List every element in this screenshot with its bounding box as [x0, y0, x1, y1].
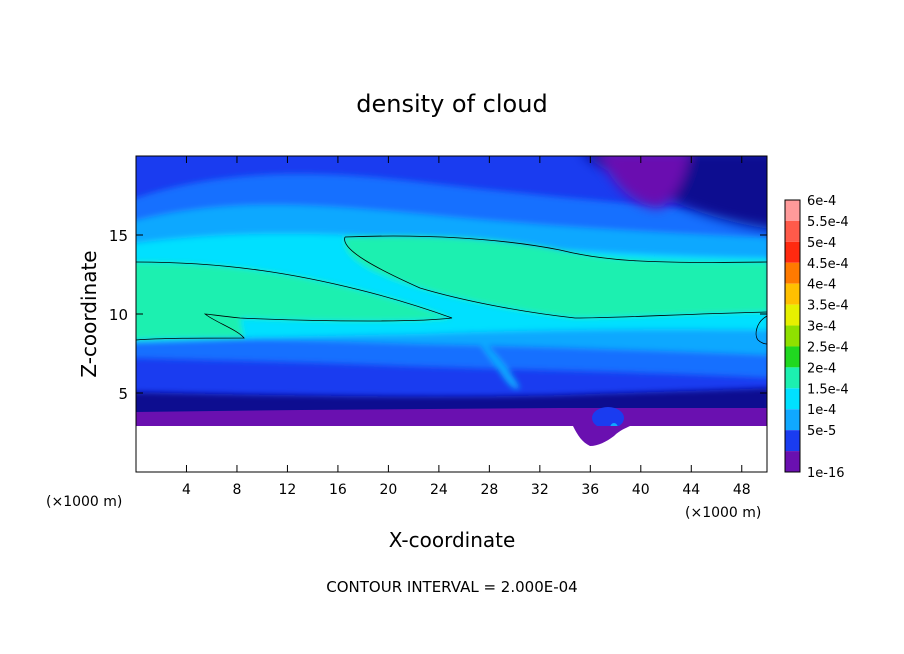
- legend-label: 1e-4: [807, 403, 836, 418]
- legend-label: 5e-4: [807, 236, 836, 251]
- field-terrain-white: [136, 426, 767, 472]
- x-unit-left: (×1000 m): [46, 494, 122, 510]
- legend-label: 1e-16: [807, 466, 845, 481]
- y-axis-ticks: 5 10 15: [109, 227, 767, 403]
- legend-frame: [784, 199, 801, 473]
- x-tick-label: 48: [733, 482, 751, 498]
- x-axis-label: X-coordinate: [389, 528, 516, 552]
- x-tick-label: 32: [531, 482, 549, 498]
- y-tick-label: 15: [109, 227, 128, 245]
- y-tick-label: 5: [118, 385, 128, 403]
- y-tick-label: 10: [109, 306, 128, 324]
- contour-line-main: [136, 261, 453, 341]
- legend-label: 6e-4: [807, 194, 836, 209]
- legend-swatch: [785, 430, 800, 452]
- legend-swatch: [785, 241, 800, 263]
- contour-line-upper-lower: [344, 236, 767, 319]
- contour-interval-note: CONTOUR INTERVAL = 2.000E-04: [326, 578, 577, 596]
- x-tick-label: 36: [581, 482, 599, 498]
- x-tick-label: 44: [682, 482, 700, 498]
- legend-swatch: [785, 200, 800, 221]
- x-tick-label: 12: [279, 482, 297, 498]
- x-tick-label: 40: [632, 482, 650, 498]
- x-tick-label: 4: [182, 482, 191, 498]
- field-ground-dip: [573, 426, 630, 446]
- x-unit-right: (×1000 m): [685, 505, 761, 521]
- x-axis-ticks: 4 8 12 16 20 24 28 32 36 40 44 48: [182, 156, 751, 498]
- legend-label: 2.5e-4: [807, 340, 849, 355]
- legend-swatch: [785, 262, 800, 284]
- colorbar-legend: 6e-4 5.5e-4 5e-4 4.5e-4 4e-4 3.5e-4 3e-4 2.5e-4…: [784, 194, 849, 481]
- legend-swatch: [785, 451, 800, 472]
- legend-swatch: [785, 325, 800, 347]
- y-axis-label: Z-coordinate: [77, 250, 101, 377]
- legend-swatch: [785, 283, 800, 305]
- field-aqua-upper-lobe: [344, 236, 767, 318]
- x-tick-label: 20: [379, 482, 397, 498]
- x-tick-label: 24: [430, 482, 448, 498]
- legend-swatch: [785, 367, 800, 389]
- field-ground-blob: [592, 407, 624, 429]
- legend-label: 4e-4: [807, 278, 836, 293]
- field-plume: [470, 330, 520, 389]
- chart-title: density of cloud: [356, 90, 547, 118]
- field-violet-top-right: [600, 156, 689, 208]
- contour-lines: [136, 235, 767, 345]
- legend-label: 5.5e-4: [807, 215, 849, 230]
- legend-label: 4.5e-4: [807, 257, 849, 272]
- legend-label: 2e-4: [807, 361, 836, 376]
- x-tick-label: 8: [232, 482, 241, 498]
- x-tick-label: 16: [329, 482, 347, 498]
- legend-label: 3e-4: [807, 320, 836, 335]
- density-field: [136, 156, 767, 472]
- contour-line-right-edge: [755, 315, 767, 345]
- contour-line-upper: [344, 235, 767, 263]
- x-tick-label: 28: [480, 482, 498, 498]
- legend-swatch: [785, 409, 800, 431]
- legend-swatch: [785, 346, 800, 368]
- legend-label: 5e-5: [807, 424, 836, 439]
- legend-label: 1.5e-4: [807, 382, 849, 397]
- legend-swatch: [785, 388, 800, 410]
- legend-label: 3.5e-4: [807, 299, 849, 314]
- legend-swatch: [785, 220, 800, 242]
- legend-swatch: [785, 304, 800, 326]
